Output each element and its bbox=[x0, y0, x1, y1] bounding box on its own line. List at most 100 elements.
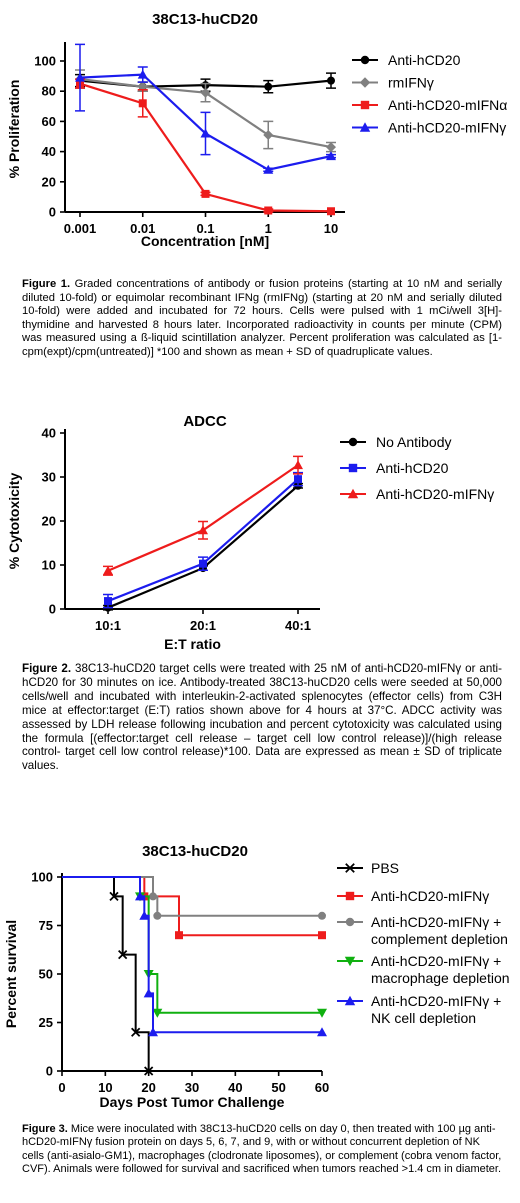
x-tick-label: 20 bbox=[141, 1080, 155, 1095]
data-point bbox=[103, 565, 113, 575]
x-axis-label: E:T ratio bbox=[164, 636, 221, 652]
data-point bbox=[200, 128, 211, 138]
x-tick-label: 40:1 bbox=[285, 618, 311, 633]
y-axis-label: Percent survival bbox=[3, 920, 19, 1028]
data-point bbox=[201, 189, 210, 198]
legend-marker bbox=[348, 437, 358, 447]
x-tick-label: 0 bbox=[58, 1080, 65, 1095]
x-tick-label: 10 bbox=[324, 221, 338, 236]
data-point bbox=[137, 69, 148, 79]
legend-label: Anti-hCD20-mIFNγ + NK cell depletion bbox=[371, 993, 501, 1026]
chart-title: ADCC bbox=[183, 413, 226, 430]
data-point bbox=[75, 72, 85, 82]
data-point bbox=[104, 597, 112, 606]
x-tick-label: 1 bbox=[265, 221, 272, 236]
data-point bbox=[263, 164, 274, 174]
data-point bbox=[264, 206, 273, 215]
data-point bbox=[131, 1027, 141, 1037]
chart-survival: 38C13-huCD20 0 25 50 75 100 0 10 20 30 40 50 60 Days … bbox=[3, 843, 510, 1110]
legend-marker bbox=[344, 956, 356, 967]
legend-label: rmIFNγ bbox=[388, 75, 434, 91]
y-tick-label: 25 bbox=[39, 1015, 53, 1030]
legend-marker bbox=[360, 55, 370, 65]
figure-2-caption: Figure 2. 38C13-huCD20 target cells were… bbox=[22, 662, 502, 773]
y-tick-label: 40 bbox=[42, 426, 56, 441]
data-point bbox=[264, 82, 273, 91]
data-point bbox=[294, 475, 302, 484]
x-tick-label: 40 bbox=[228, 1080, 242, 1095]
data-point bbox=[109, 891, 119, 902]
legend-label: Anti-hCD20-mIFNγ + macrophage depletion bbox=[371, 953, 510, 986]
legend-label: Anti-hCD20-mIFNγ + complement depletion bbox=[371, 914, 508, 947]
data-point bbox=[327, 207, 335, 216]
x-tick-label: 10:1 bbox=[95, 618, 121, 633]
series-line-0 bbox=[62, 876, 150, 1071]
data-point bbox=[118, 949, 128, 960]
figure-1-caption: Figure 1. Graded concentrations of antib… bbox=[22, 278, 502, 360]
x-tick-label: 0.001 bbox=[64, 221, 97, 236]
y-tick-label: 75 bbox=[39, 918, 53, 933]
legend-marker bbox=[345, 891, 355, 901]
figure-3-caption-label: Figure 3. bbox=[22, 1123, 68, 1135]
x-tick-label: 60 bbox=[315, 1080, 329, 1095]
data-point bbox=[263, 129, 274, 140]
x-axis-label: Concentration [nM] bbox=[141, 233, 269, 249]
y-tick-label: 100 bbox=[34, 54, 56, 69]
legend-marker bbox=[345, 917, 355, 927]
data-point bbox=[318, 931, 326, 940]
figure-2: ADCC 0 10 20 30 40 10:1 20:1 40:1 E:T ratio % Cyto… bbox=[0, 400, 520, 805]
legend-marker bbox=[347, 488, 359, 499]
figure-2-caption-text: 38C13-huCD20 target cells were treated w… bbox=[22, 662, 502, 773]
y-tick-label: 0 bbox=[49, 205, 56, 220]
figure-1: 38C13-huCD20 0 20 40 60 80 100 0.001 0.01 0.1 1 10 C… bbox=[0, 0, 520, 395]
data-point bbox=[200, 87, 211, 98]
data-point bbox=[144, 1066, 154, 1076]
legend-label: Anti-hCD20 bbox=[388, 52, 461, 68]
legend-label: Anti-hCD20-mIFNγ bbox=[388, 120, 506, 136]
legend-marker bbox=[359, 122, 371, 132]
data-point bbox=[138, 99, 147, 108]
x-tick-label: 0.1 bbox=[196, 221, 214, 236]
y-tick-label: 50 bbox=[39, 967, 53, 982]
chart-adcc: ADCC 0 10 20 30 40 10:1 20:1 40:1 E:T ratio % Cyto… bbox=[6, 413, 494, 652]
series-line-2 bbox=[107, 464, 299, 572]
series-line-3 bbox=[62, 876, 322, 1014]
data-point bbox=[317, 1027, 327, 1037]
y-tick-label: 40 bbox=[42, 144, 56, 159]
y-tick-label: 0 bbox=[46, 1064, 53, 1079]
figure-1-caption-text: Graded concentrations of antibody or fus… bbox=[22, 278, 503, 358]
y-tick-label: 20 bbox=[42, 514, 56, 529]
series-line-1 bbox=[62, 876, 322, 937]
legend-label: Anti-hCD20 bbox=[376, 460, 449, 476]
data-point bbox=[152, 1008, 163, 1018]
legend-marker bbox=[360, 100, 370, 110]
x-tick-label: 10 bbox=[98, 1080, 112, 1095]
legend-label: No Antibody bbox=[376, 434, 452, 450]
legend-marker bbox=[344, 995, 356, 1006]
legend-label: Anti-hCD20-mIFNγ bbox=[371, 888, 489, 904]
data-point bbox=[198, 525, 208, 535]
y-tick-label: 0 bbox=[49, 602, 56, 617]
legend-marker bbox=[359, 77, 371, 88]
data-point bbox=[326, 142, 336, 153]
data-point bbox=[135, 891, 145, 901]
x-axis-label: Days Post Tumor Challenge bbox=[100, 1094, 285, 1110]
data-point bbox=[199, 559, 207, 568]
series-line-4 bbox=[62, 876, 322, 1034]
chart-title: 38C13-huCD20 bbox=[142, 843, 248, 860]
legend-marker bbox=[345, 863, 355, 873]
y-tick-label: 10 bbox=[42, 558, 56, 573]
data-point bbox=[149, 892, 157, 901]
chart-title: 38C13-huCD20 bbox=[152, 11, 258, 28]
figure-3-caption-text: Mice were inoculated with 38C13-huCD20 c… bbox=[22, 1123, 502, 1176]
data-point bbox=[327, 76, 335, 85]
y-tick-label: 20 bbox=[42, 174, 56, 189]
data-point bbox=[139, 910, 150, 920]
x-tick-label: 30 bbox=[185, 1080, 199, 1095]
data-point bbox=[293, 460, 303, 470]
legend-label: Anti-hCD20-mIFNγ bbox=[376, 486, 494, 502]
data-point bbox=[318, 911, 326, 920]
x-tick-label: 50 bbox=[271, 1080, 285, 1095]
y-axis-label: % Cytotoxicity bbox=[6, 473, 22, 570]
figure-2-caption-label: Figure 2. bbox=[22, 662, 72, 675]
